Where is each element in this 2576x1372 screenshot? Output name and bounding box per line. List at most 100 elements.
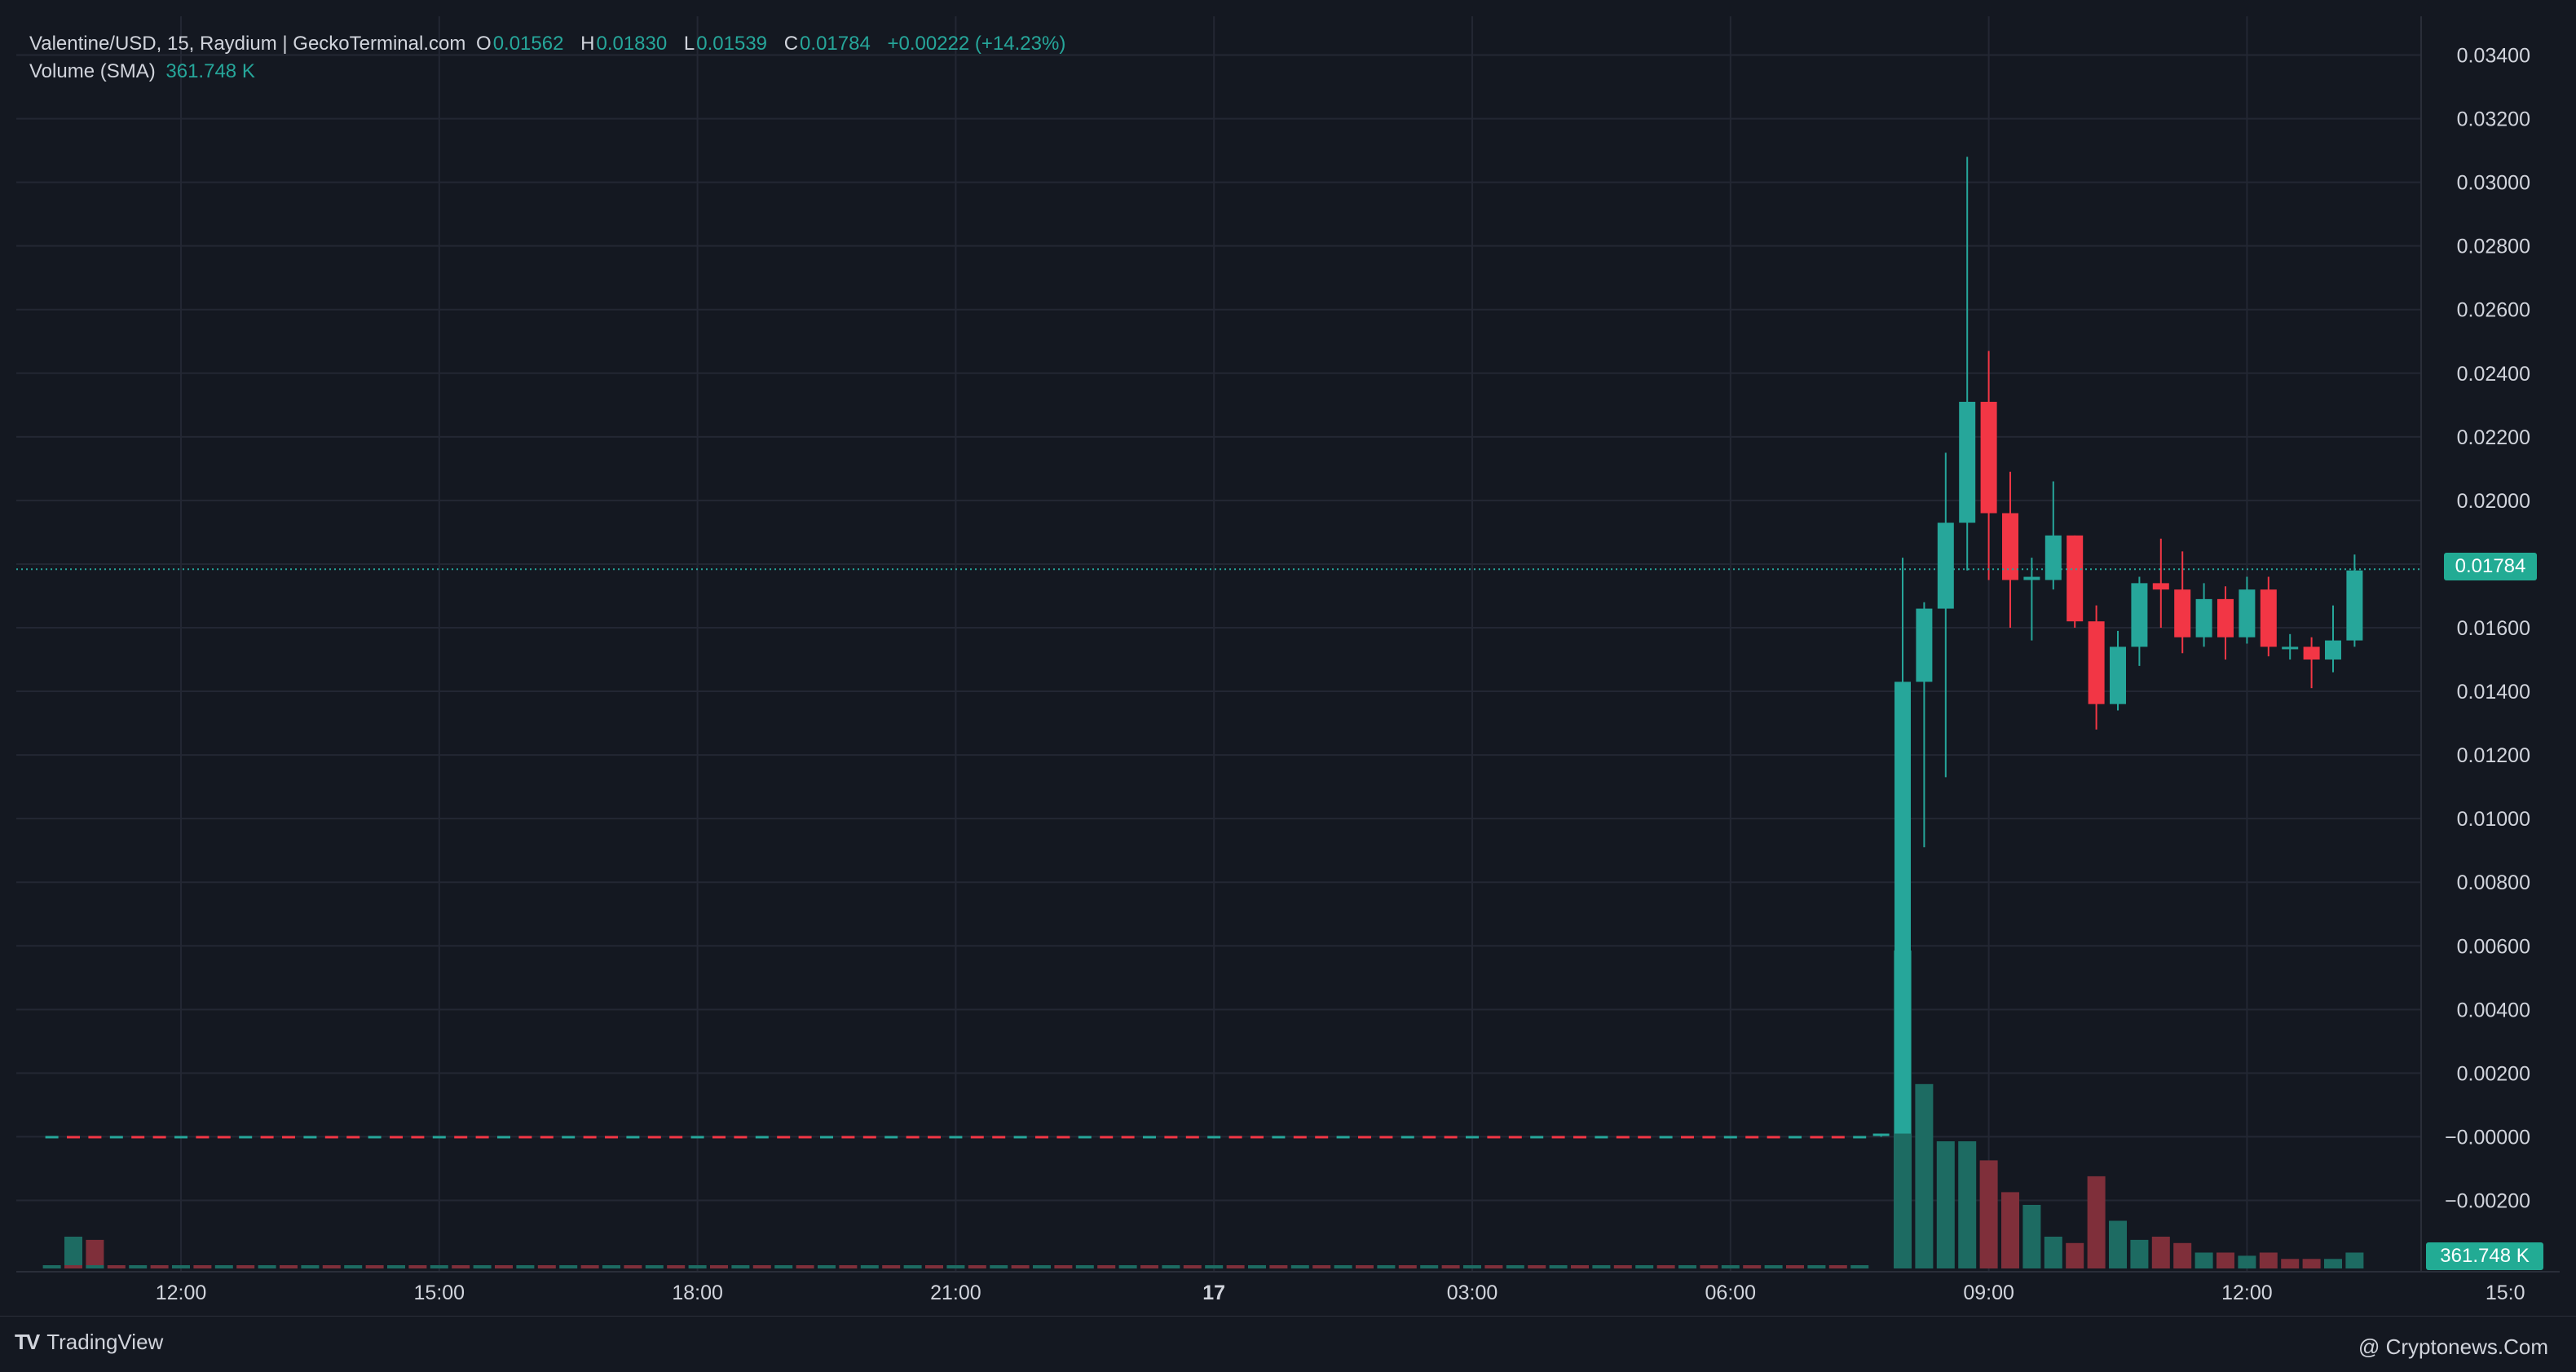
volume-bar (1850, 1265, 1869, 1268)
time-axis[interactable]: 12:00 15:00 18:00 21:00 17 03:00 06:00 09:00 12:… (156, 1282, 2525, 1304)
flat-candle (1185, 1136, 1199, 1139)
volume-bar (1656, 1265, 1675, 1268)
candlestick-chart[interactable]: 0.03400 0.03200 0.03000 0.02800 0.02600 0.024… (0, 0, 2576, 1316)
volume-bar (193, 1265, 212, 1268)
candle-body (2088, 621, 2105, 704)
volume-bar (1700, 1265, 1718, 1268)
candle-body (1980, 401, 1997, 514)
flat-candle (1315, 1136, 1329, 1139)
volume-bar (968, 1265, 986, 1268)
volume-bar (516, 1265, 535, 1268)
flat-candle (1508, 1136, 1522, 1139)
time-tick-label: 03:00 (1447, 1282, 1498, 1304)
flat-candle (1530, 1136, 1544, 1139)
volume-bar (796, 1265, 814, 1268)
flat-candle (1810, 1136, 1824, 1139)
volume-bar (818, 1265, 836, 1268)
brand-name: TradingView (46, 1330, 164, 1354)
flat-candle (928, 1136, 941, 1139)
time-tick-label: 12:00 (156, 1282, 207, 1304)
volume-bar (2087, 1176, 2106, 1268)
price-tick-label: 0.01200 (2457, 744, 2530, 767)
candle-body (1959, 401, 1976, 523)
volume-bar (1635, 1265, 1654, 1268)
candle-body (2346, 570, 2363, 641)
flat-candle (324, 1136, 338, 1139)
price-tick-label: 0.02600 (2457, 299, 2530, 322)
volume-bar (2130, 1239, 2149, 1268)
flat-candle (1551, 1136, 1565, 1139)
volume-bar (236, 1265, 255, 1268)
price-tick-label: 0.02200 (2457, 426, 2530, 449)
flat-candle (1789, 1136, 1802, 1139)
volume-bar (344, 1265, 363, 1268)
volume-bar (1205, 1265, 1224, 1268)
flat-candle (518, 1136, 532, 1139)
flat-candle (196, 1136, 210, 1139)
volume-bar (1721, 1265, 1740, 1268)
volume-bar (452, 1265, 470, 1268)
tradingview-brand[interactable]: TV TradingView (15, 1330, 163, 1355)
volume-bar (1011, 1265, 1030, 1268)
candle-body (2152, 583, 2169, 590)
flat-candle (1595, 1136, 1608, 1139)
flat-candle (1293, 1136, 1307, 1139)
change-value: +0.00222 (+14.23%) (887, 33, 1066, 55)
candle-body (1937, 523, 1954, 609)
volume-bar (1420, 1265, 1439, 1268)
price-tick-label: 0.02800 (2457, 236, 2530, 258)
low-label: L (683, 33, 695, 55)
volume-bar (2173, 1242, 2192, 1268)
flat-candle (820, 1136, 833, 1139)
volume-bar (860, 1265, 879, 1268)
flat-candle (777, 1136, 791, 1139)
flat-candle (1336, 1136, 1350, 1139)
time-tick-label: 09:00 (1963, 1282, 2014, 1304)
flat-candle (109, 1136, 123, 1139)
flat-candle (1164, 1136, 1178, 1139)
price-tick-label: 0.00200 (2457, 1062, 2530, 1085)
flat-candle (390, 1136, 403, 1139)
price-tick-label: 0.03400 (2457, 45, 2530, 68)
volume-bar (731, 1265, 750, 1268)
volume-bar (2302, 1259, 2321, 1268)
price-tick-label: 0.01000 (2457, 808, 2530, 831)
volume-indicator-value: 361.748 K (165, 60, 255, 82)
price-tick-label: 0.00800 (2457, 871, 2530, 894)
flat-price-segment (45, 1136, 1867, 1139)
flat-candle (1207, 1136, 1221, 1139)
volume-bar (473, 1265, 492, 1268)
flat-candle (88, 1136, 102, 1139)
volume-bar (925, 1265, 943, 1268)
flat-candle (1143, 1136, 1156, 1139)
time-tick-label: 06:00 (1705, 1282, 1757, 1304)
flat-candle (1379, 1136, 1393, 1139)
volume-bar (2044, 1237, 2062, 1268)
candle-body (1895, 682, 1911, 1134)
price-tick-label: 0.01600 (2457, 617, 2530, 640)
volume-bar (408, 1265, 427, 1268)
volume-value-label: 361.748 K (2426, 1242, 2543, 1270)
flat-candle (1487, 1136, 1501, 1139)
volume-bar (946, 1265, 965, 1268)
price-tick-label: 0.03000 (2457, 172, 2530, 195)
flat-candle (239, 1136, 253, 1139)
volume-bar (1162, 1265, 1180, 1268)
flat-candle (1444, 1136, 1458, 1139)
flat-candle (755, 1136, 769, 1139)
volume-bar (1936, 1141, 1955, 1268)
close-value: 0.01784 (800, 33, 871, 55)
flat-candle (1573, 1136, 1586, 1139)
volume-bar (1528, 1265, 1546, 1268)
flat-candle (303, 1136, 317, 1139)
flat-candle (1423, 1136, 1436, 1139)
flat-candle (1745, 1136, 1759, 1139)
flat-candle (1013, 1136, 1027, 1139)
flat-candle (1056, 1136, 1070, 1139)
volume-bar (580, 1265, 599, 1268)
volume-bar (2151, 1237, 2170, 1268)
volume-bar (1828, 1265, 1847, 1268)
flat-candle (368, 1136, 382, 1139)
flat-candle (1681, 1136, 1694, 1139)
price-tick-label: 0.02000 (2457, 490, 2530, 513)
